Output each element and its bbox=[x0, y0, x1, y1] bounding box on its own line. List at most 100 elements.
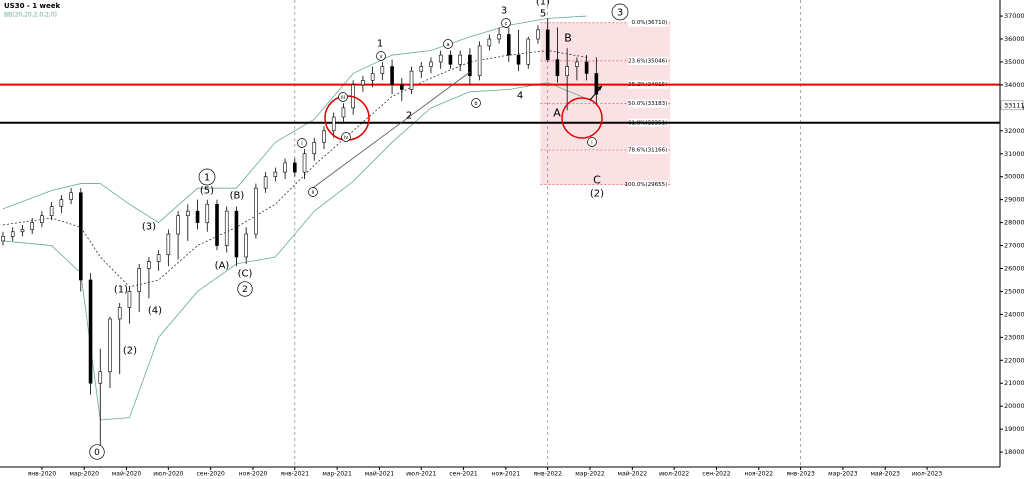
x-tick-label: июл-2020 bbox=[153, 471, 183, 478]
fib-label: 78.6%(31166) bbox=[628, 147, 667, 153]
candle-body bbox=[234, 210, 239, 258]
candle-body bbox=[224, 210, 229, 246]
candle-body bbox=[536, 29, 540, 40]
candle-body bbox=[59, 199, 64, 207]
fib-label-bg bbox=[628, 180, 669, 189]
annotation-circle bbox=[443, 39, 453, 49]
annotation-circle bbox=[297, 138, 307, 148]
fib-label: 23.6%(35046) bbox=[628, 58, 667, 64]
wave-label: 2 bbox=[242, 285, 248, 295]
candle-body bbox=[322, 130, 326, 143]
candle-body bbox=[147, 261, 151, 269]
candle-body bbox=[1, 236, 5, 242]
candle-body bbox=[127, 291, 132, 308]
annotation-circle bbox=[471, 98, 481, 108]
candle-body bbox=[341, 107, 346, 118]
bands-layer bbox=[2, 15, 587, 421]
x-tick-label: май-2021 bbox=[365, 471, 395, 478]
wave-label: 0 bbox=[94, 448, 100, 458]
x-tick-label: янв-2020 bbox=[28, 471, 57, 478]
candle-body bbox=[137, 268, 141, 292]
wave-label: (5) bbox=[200, 186, 214, 197]
wave-label: c bbox=[505, 21, 508, 27]
annotation-circle bbox=[611, 3, 629, 21]
x-tick-label: ноя-2022 bbox=[744, 471, 773, 478]
candle-body bbox=[20, 229, 25, 233]
wave-label: 1 bbox=[377, 39, 383, 50]
wave-label: 1 bbox=[204, 173, 210, 184]
last-price: 33111 bbox=[1004, 101, 1024, 109]
y-tick-label: 31000 bbox=[1004, 150, 1024, 158]
y-tick-label: 21000 bbox=[1004, 379, 1024, 387]
candle-body bbox=[176, 215, 180, 235]
x-tick-label: июл-2021 bbox=[406, 471, 436, 478]
annotation-circle bbox=[198, 168, 216, 186]
candle-body bbox=[380, 66, 385, 74]
annotation-circle bbox=[89, 444, 105, 460]
x-tick-label: сен-2020 bbox=[196, 471, 225, 478]
wave-label: C bbox=[593, 174, 601, 187]
candle-body bbox=[166, 233, 171, 256]
candle-body bbox=[399, 84, 404, 90]
candle-body bbox=[49, 206, 54, 217]
y-tick-label: 28000 bbox=[1004, 219, 1024, 227]
x-tick-label: янв-2022 bbox=[533, 471, 562, 478]
x-tick-label: янв-2021 bbox=[281, 471, 310, 478]
x-tick-label: мар-2022 bbox=[575, 471, 605, 478]
y-tick-label: 30000 bbox=[1004, 173, 1024, 181]
candle-body bbox=[477, 45, 482, 77]
candle-body bbox=[370, 73, 375, 81]
band-upper bbox=[2, 15, 587, 224]
candle-body bbox=[244, 233, 248, 258]
annotation-circle bbox=[237, 281, 253, 297]
wave-label: B bbox=[564, 32, 572, 45]
candle-body bbox=[506, 34, 511, 56]
annotation-circle bbox=[376, 51, 386, 61]
candle-body bbox=[584, 61, 589, 74]
last-price-box bbox=[1000, 100, 1024, 111]
candle-body bbox=[117, 307, 122, 320]
wave-label: (1) bbox=[114, 285, 128, 296]
candle-body bbox=[545, 29, 550, 60]
candle-body bbox=[594, 73, 599, 95]
candle-body bbox=[468, 54, 472, 77]
wave-label: 3 bbox=[617, 8, 623, 19]
y-tick-label: 18000 bbox=[1004, 448, 1024, 456]
wave-label: A bbox=[553, 107, 561, 120]
wave-label: iv bbox=[344, 135, 348, 141]
x-tick-label: мар-2023 bbox=[828, 471, 858, 478]
highlight-circle bbox=[561, 97, 603, 139]
candle-body bbox=[98, 371, 103, 384]
wave-label: 4 bbox=[517, 91, 523, 102]
x-tick-label: сен-2022 bbox=[702, 471, 731, 478]
x-tick-label: мар-2021 bbox=[322, 471, 352, 478]
candle-body bbox=[409, 70, 414, 90]
candle-body bbox=[195, 210, 200, 223]
wave-label: (1) bbox=[536, 0, 550, 8]
y-tick-label: 25000 bbox=[1004, 287, 1024, 295]
y-tick-label: 19000 bbox=[1004, 425, 1024, 433]
fib-label: 100.0%(29655) bbox=[624, 182, 667, 188]
candle-body bbox=[88, 279, 93, 384]
fib-label: 50.0%(33183) bbox=[628, 101, 667, 107]
y-tick-label: 27000 bbox=[1004, 242, 1024, 250]
y-tick-label: 29000 bbox=[1004, 196, 1024, 204]
annotation-circle bbox=[587, 137, 597, 147]
candle-body bbox=[79, 192, 83, 281]
candle-body bbox=[302, 153, 307, 173]
candle-body bbox=[40, 215, 44, 223]
candle-body bbox=[331, 116, 336, 132]
candle-body bbox=[497, 34, 501, 40]
y-tick-label: 20000 bbox=[1004, 402, 1024, 410]
fib-label-bg bbox=[628, 145, 669, 154]
candle-body bbox=[361, 80, 365, 86]
wave-label: 5 bbox=[540, 9, 546, 20]
candle-body bbox=[487, 38, 492, 47]
annotation-circle bbox=[338, 92, 348, 102]
candle-body bbox=[575, 61, 579, 67]
zone-layer: 0.0%(36710)23.6%(35046)38.2%(34015)50.0%… bbox=[540, 18, 671, 189]
x-tick-label: мар-2020 bbox=[69, 471, 99, 478]
wave-label: (2) bbox=[590, 189, 604, 200]
